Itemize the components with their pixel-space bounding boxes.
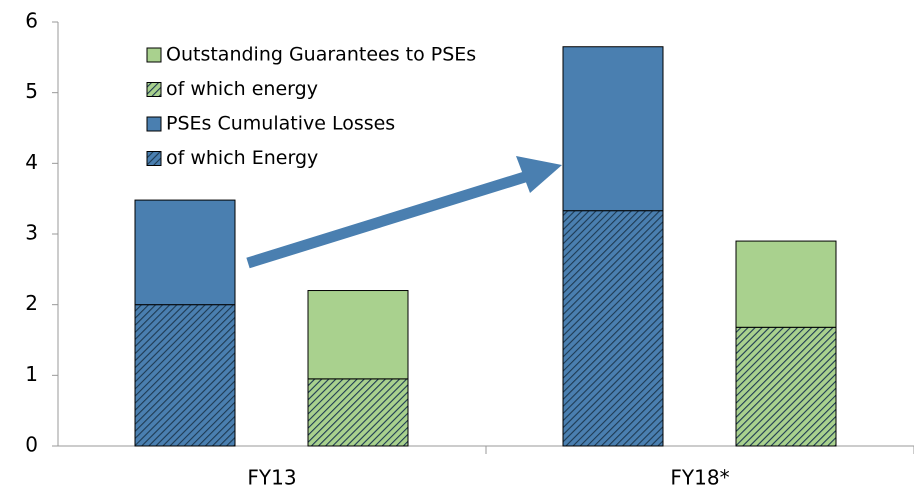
bar-segment	[307, 378, 409, 447]
y-tick-label: 5	[25, 79, 38, 103]
bar-segment	[735, 240, 837, 328]
x-tick-label: FY18*	[670, 466, 729, 490]
y-tick-label: 1	[25, 362, 38, 386]
bar-segment	[562, 210, 664, 447]
y-tick-label: 3	[25, 221, 38, 245]
bar-segment	[307, 290, 409, 380]
legend-label: of which energy	[166, 78, 318, 100]
bar-segment	[562, 46, 664, 212]
legend-swatch	[146, 82, 162, 97]
legend-label: Outstanding Guarantees to PSEs	[166, 44, 476, 66]
y-tick-label: 2	[25, 291, 38, 315]
bar-segment	[134, 304, 236, 447]
bar-segment	[134, 199, 236, 306]
y-tick-label: 6	[25, 9, 38, 33]
y-tick-label: 4	[25, 150, 38, 174]
x-tick-label: FY13	[247, 466, 296, 490]
legend-label: PSEs Cumulative Losses	[166, 113, 395, 135]
bar-segment	[735, 326, 837, 447]
legend-label: of which Energy	[166, 147, 318, 169]
trend-arrow	[246, 156, 562, 269]
legend-swatch	[146, 116, 162, 132]
legend-swatch	[146, 47, 162, 63]
y-tick-label: 0	[25, 433, 38, 457]
legend-swatch	[146, 151, 162, 166]
